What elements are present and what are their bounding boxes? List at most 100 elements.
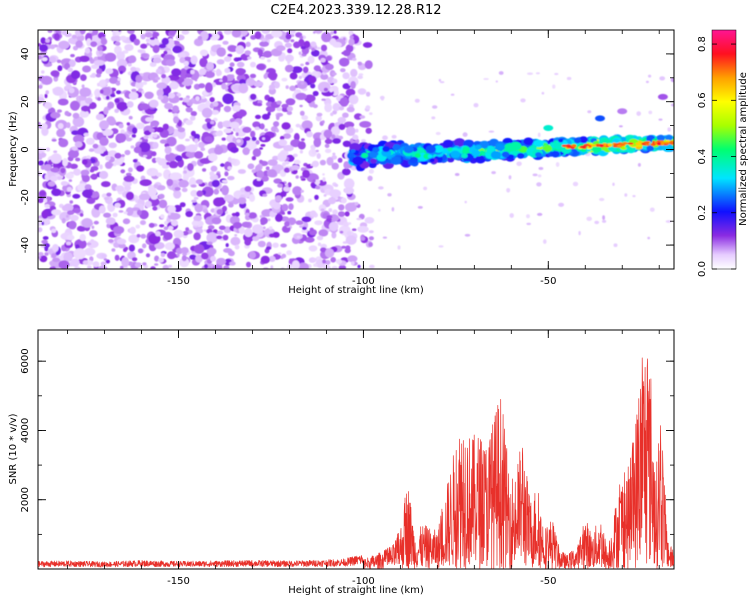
heatmap-cell	[91, 64, 99, 69]
heatmap-cell	[198, 83, 206, 89]
heatmap-cell	[128, 55, 137, 63]
heatmap-cell	[310, 41, 317, 47]
heatmap-cell	[118, 243, 126, 249]
heatmap-cell	[310, 144, 316, 150]
heatmap-cell	[612, 182, 615, 186]
heatmap-cell	[60, 167, 66, 174]
heatmap-cell	[279, 135, 285, 141]
heatmap-cell	[267, 59, 271, 63]
heatmap-cell	[114, 152, 122, 159]
heatmap-cell	[135, 199, 139, 203]
heatmap-cell	[332, 103, 341, 112]
heatmap-cell	[509, 213, 514, 218]
heatmap-cell	[281, 77, 288, 82]
heatmap-cell	[197, 35, 203, 40]
heatmap-cell	[491, 171, 496, 175]
heatmap-cell	[211, 217, 222, 225]
heatmap-cell	[44, 220, 49, 226]
heatmap-cell	[314, 194, 319, 200]
heatmap-cell	[232, 222, 243, 229]
heatmap-cell	[178, 179, 189, 188]
heatmap-cell	[40, 123, 48, 130]
heatmap-cell	[281, 103, 289, 109]
heatmap-cell	[51, 266, 56, 269]
heatmap-cell	[415, 153, 421, 158]
heatmap-cell	[39, 255, 48, 263]
heatmap-cell	[382, 135, 388, 140]
heatmap-cell	[101, 129, 114, 136]
heatmap-cell	[532, 173, 538, 177]
heatmap-cell	[272, 155, 279, 161]
heatmap-cell	[190, 130, 196, 137]
heatmap-cell	[291, 260, 300, 269]
heatmap-cell	[432, 105, 438, 109]
x-tick-label: -150	[167, 276, 190, 287]
heatmap-cell	[278, 54, 285, 62]
heatmap-cell	[236, 109, 247, 117]
heatmap-cell	[308, 245, 318, 252]
heatmap-cell	[433, 145, 444, 153]
heatmap-cell	[38, 122, 41, 125]
heatmap-cell	[123, 211, 128, 215]
heatmap-cell	[246, 261, 251, 268]
heatmap-cell	[450, 150, 461, 159]
heatmap-cell	[222, 234, 229, 241]
heatmap-cell	[155, 68, 162, 75]
heatmap-cell	[323, 264, 331, 269]
heatmap-cell	[361, 152, 369, 159]
y-tick-label: 0	[20, 146, 31, 152]
heatmap-cell	[572, 181, 579, 187]
heatmap-cell	[121, 257, 130, 268]
heatmap-cell	[285, 85, 289, 89]
heatmap-cell	[247, 56, 252, 60]
heatmap-cell	[345, 202, 357, 212]
heatmap-cell	[340, 68, 346, 73]
heatmap-cell	[222, 40, 229, 45]
heatmap-cell	[223, 105, 232, 113]
heatmap-cell	[348, 94, 359, 105]
heatmap-cell	[648, 74, 652, 78]
heatmap-cell	[447, 147, 453, 152]
heatmap-cell	[135, 122, 145, 130]
heatmap-cell	[339, 97, 349, 107]
heatmap-cell	[367, 175, 373, 181]
heatmap-cell	[332, 138, 341, 144]
heatmap-cell	[110, 93, 116, 98]
heatmap-cell	[442, 139, 454, 148]
heatmap-cell	[350, 81, 356, 89]
heatmap-cell	[124, 149, 131, 156]
heatmap-cell	[99, 170, 109, 180]
heatmap-cell	[123, 246, 129, 251]
heatmap-cell	[299, 225, 304, 228]
heatmap-cell	[112, 212, 118, 218]
heatmap-cell	[195, 179, 203, 185]
heatmap-cell	[130, 145, 135, 149]
heatmap-cell	[229, 121, 240, 129]
heatmap-cell	[617, 108, 628, 115]
heatmap-cell	[56, 59, 62, 64]
heatmap-cell	[339, 230, 344, 234]
heatmap-cell	[319, 159, 326, 166]
heatmap-cell	[98, 50, 104, 55]
heatmap-cell	[330, 31, 334, 35]
heatmap-cell	[110, 35, 122, 43]
heatmap-cell	[205, 100, 211, 107]
snr-x-label: Height of straight line (km)	[288, 585, 424, 596]
heatmap-cell	[331, 231, 337, 239]
heatmap-cell	[295, 92, 307, 100]
heatmap-cell	[68, 59, 76, 68]
heatmap-cell	[90, 239, 94, 242]
heatmap-cell	[334, 183, 339, 187]
heatmap-cell	[138, 139, 143, 142]
heatmap-cell	[488, 130, 495, 133]
heatmap-cell	[74, 266, 81, 269]
heatmap-cell	[79, 55, 90, 62]
heatmap-cell	[38, 256, 42, 259]
heatmap-cell	[145, 253, 151, 258]
heatmap-cell	[181, 78, 194, 87]
heatmap-cell	[260, 217, 268, 225]
heatmap-cell	[356, 217, 362, 221]
heatmap-cell	[301, 115, 309, 121]
heatmap-cell	[86, 197, 96, 204]
heatmap-cell	[49, 175, 58, 182]
